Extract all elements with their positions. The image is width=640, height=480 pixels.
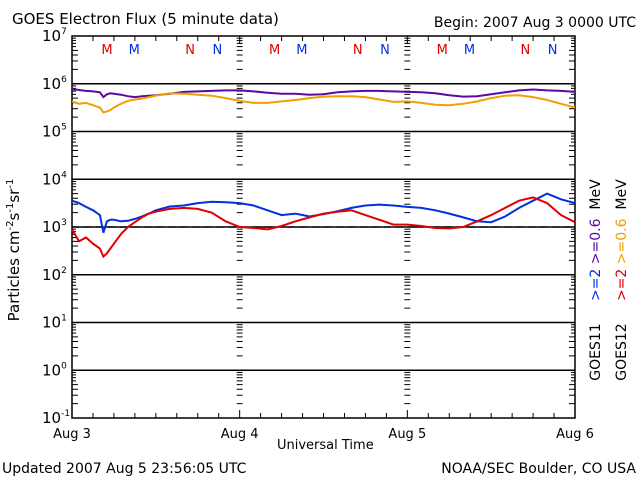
event-marker: N bbox=[353, 43, 363, 58]
event-marker: M bbox=[437, 43, 448, 58]
source-credit: NOAA/SEC Boulder, CO USA bbox=[441, 461, 636, 477]
y-tick-label: 103 bbox=[42, 218, 67, 236]
y-tick-exponent: 3 bbox=[61, 218, 67, 228]
series-line-3 bbox=[71, 196, 576, 259]
y-tick-label: 100 bbox=[42, 361, 67, 379]
y-tick-label: 102 bbox=[42, 266, 67, 284]
event-marker: M bbox=[269, 43, 280, 58]
event-marker: M bbox=[129, 43, 140, 58]
event-marker: N bbox=[185, 43, 195, 58]
legend-goes11: GOES11 >=2 >=0.6 MeV bbox=[586, 150, 606, 410]
y-tick-exponent: 4 bbox=[61, 170, 67, 180]
y-tick-label: 107 bbox=[42, 27, 67, 45]
legend-goes12-label: GOES12 bbox=[614, 323, 630, 381]
x-tick-label: Aug 5 bbox=[388, 427, 426, 442]
x-axis-label: Universal Time bbox=[277, 438, 374, 453]
y-tick-exponent: 5 bbox=[61, 123, 67, 133]
chart-title: GOES Electron Flux (5 minute data) bbox=[12, 10, 279, 28]
y-tick-label: 101 bbox=[42, 314, 67, 332]
legend-goes12: GOES12 >=2 >=0.6 MeV bbox=[612, 150, 632, 410]
legend-goes12-2mev: >=2 bbox=[614, 268, 630, 302]
series-line-2 bbox=[71, 192, 576, 233]
y-tick-exponent: 2 bbox=[61, 266, 67, 276]
legend-goes11-unit: MeV bbox=[588, 179, 604, 210]
legend-goes12-unit: MeV bbox=[614, 179, 630, 210]
event-marker: N bbox=[521, 43, 531, 58]
y-tick-exponent: 7 bbox=[61, 27, 67, 37]
event-marker: M bbox=[464, 43, 475, 58]
begin-time: Begin: 2007 Aug 3 0000 UTC bbox=[433, 15, 636, 31]
legend-goes11-label: GOES11 bbox=[588, 323, 604, 381]
legend-goes11-06mev: >=0.6 bbox=[588, 218, 604, 265]
event-marker: N bbox=[212, 43, 222, 58]
event-marker: M bbox=[296, 43, 307, 58]
y-tick-exponent: 6 bbox=[61, 75, 67, 85]
y-tick-label: 104 bbox=[42, 170, 67, 188]
x-tick-label: Aug 4 bbox=[221, 427, 259, 442]
event-marker: M bbox=[101, 43, 112, 58]
series-line-1 bbox=[71, 92, 576, 114]
event-marker: N bbox=[548, 43, 558, 58]
x-tick-label: Aug 3 bbox=[53, 427, 91, 442]
event-marker: N bbox=[380, 43, 390, 58]
y-tick-label: 10-1 bbox=[42, 409, 70, 427]
x-tick-label: Aug 6 bbox=[556, 427, 594, 442]
y-tick-exponent: 0 bbox=[61, 361, 67, 371]
legend-goes11-2mev: >=2 bbox=[588, 268, 604, 302]
y-tick-exponent: -1 bbox=[61, 409, 70, 419]
series-line-0 bbox=[71, 88, 576, 99]
y-tick-label: 105 bbox=[42, 123, 67, 141]
updated-timestamp: Updated 2007 Aug 5 23:56:05 UTC bbox=[2, 461, 247, 477]
legend-goes12-06mev: >=0.6 bbox=[614, 218, 630, 265]
y-tick-exponent: 1 bbox=[61, 314, 67, 324]
y-tick-label: 106 bbox=[42, 75, 67, 93]
